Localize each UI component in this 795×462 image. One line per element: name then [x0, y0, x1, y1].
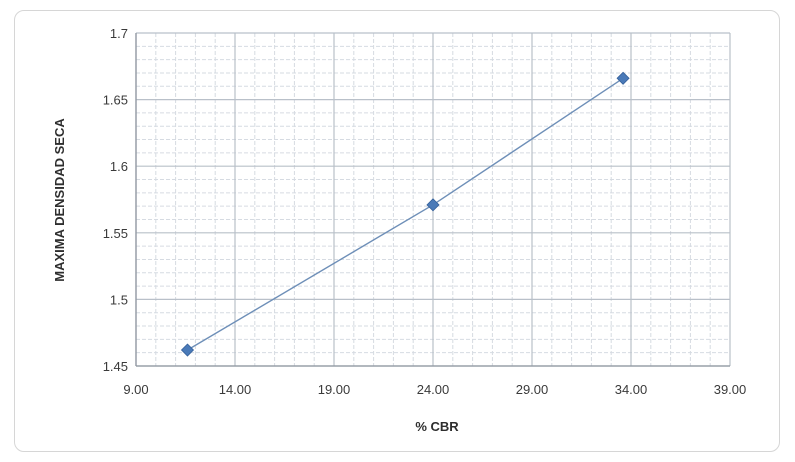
tick-labels: 9.00 14.00 19.00 24.00 29.00 34.00 39.00 1.45 1.…: [103, 26, 747, 397]
data-point: [616, 71, 630, 85]
x-tick-label: 9.00: [123, 382, 148, 397]
x-tick-label: 34.00: [615, 382, 648, 397]
y-axis-title: MAXIMA DENSIDAD SECA: [52, 118, 67, 282]
series-line: [187, 77, 624, 351]
data-point: [180, 343, 195, 357]
x-tick-label: 19.00: [318, 382, 351, 397]
y-tick-label: 1.7: [110, 26, 128, 41]
axes: [135, 33, 730, 367]
chart-frame: [14, 10, 780, 452]
grid: [135, 32, 731, 367]
data-point: [426, 198, 440, 212]
x-axis-title: % CBR: [415, 419, 459, 434]
y-tick-label: 1.65: [103, 93, 128, 108]
x-tick-label: 24.00: [417, 382, 450, 397]
y-tick-label: 1.55: [103, 226, 128, 241]
y-tick-label: 1.5: [110, 292, 128, 307]
y-tick-label: 1.45: [103, 359, 128, 374]
x-tick-label: 14.00: [219, 382, 252, 397]
x-tick-label: 39.00: [714, 382, 747, 397]
x-tick-label: 29.00: [516, 382, 549, 397]
y-tick-label: 1.6: [110, 159, 128, 174]
series: [180, 71, 630, 357]
